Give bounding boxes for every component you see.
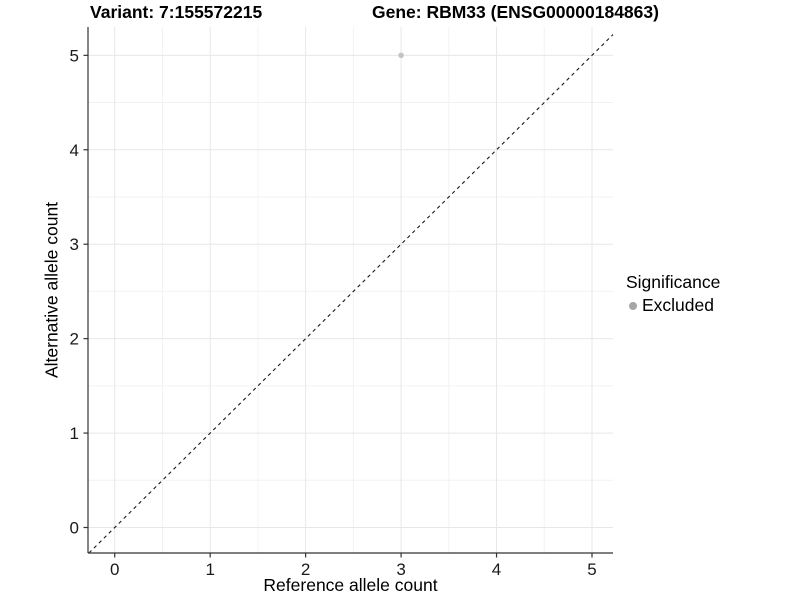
- svg-text:5: 5: [70, 46, 79, 65]
- gene-title: Gene: RBM33 (ENSG00000184863): [372, 2, 659, 22]
- svg-text:3: 3: [396, 560, 405, 579]
- legend-entry-label: Excluded: [642, 295, 714, 315]
- y-axis-title: Alternative allele count: [41, 201, 62, 379]
- x-axis-title: Reference allele count: [263, 575, 438, 595]
- svg-text:4: 4: [492, 560, 501, 579]
- svg-text:3: 3: [70, 235, 79, 254]
- svg-text:5: 5: [587, 560, 596, 579]
- svg-text:1: 1: [205, 560, 214, 579]
- svg-text:2: 2: [301, 560, 310, 579]
- variant-title: Variant: 7:155572215: [90, 2, 263, 22]
- legend-key-dot-icon: [629, 301, 637, 310]
- svg-text:2: 2: [70, 330, 79, 349]
- legend-entry-excluded: Excluded: [626, 295, 720, 316]
- svg-text:1: 1: [70, 424, 79, 443]
- legend-title: Significance: [626, 272, 721, 292]
- svg-text:0: 0: [110, 560, 119, 579]
- legend: Significance Excluded: [626, 272, 720, 316]
- svg-text:0: 0: [70, 519, 79, 538]
- svg-text:4: 4: [70, 141, 79, 160]
